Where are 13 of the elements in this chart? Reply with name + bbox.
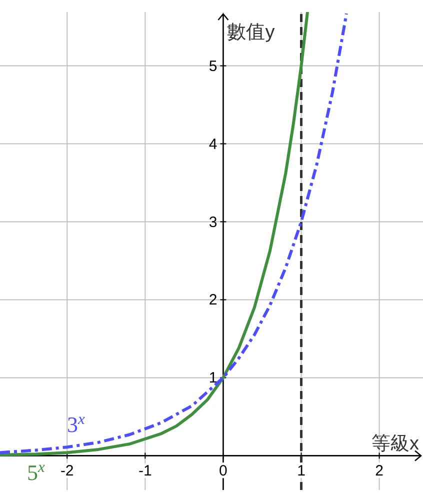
y-tick-label: 2 bbox=[208, 292, 218, 309]
x-tick-label: 1 bbox=[297, 462, 306, 480]
annotation: 5$^{x}$ bbox=[26, 458, 45, 486]
x-tick-label: -2 bbox=[60, 462, 74, 480]
y-tick-label: 5 bbox=[208, 58, 218, 75]
y-tick-label: 4 bbox=[208, 136, 218, 153]
y-tick-label: 1 bbox=[208, 370, 218, 387]
x-tick-label: -1 bbox=[138, 462, 152, 480]
x-tick-label: 2 bbox=[375, 462, 384, 480]
annotation: 3$^{x}$ bbox=[66, 410, 85, 438]
y-axis-title: 數值y bbox=[227, 22, 276, 43]
x-axis-title: 等級x bbox=[372, 434, 420, 455]
y-tick-label: 3 bbox=[208, 214, 218, 231]
